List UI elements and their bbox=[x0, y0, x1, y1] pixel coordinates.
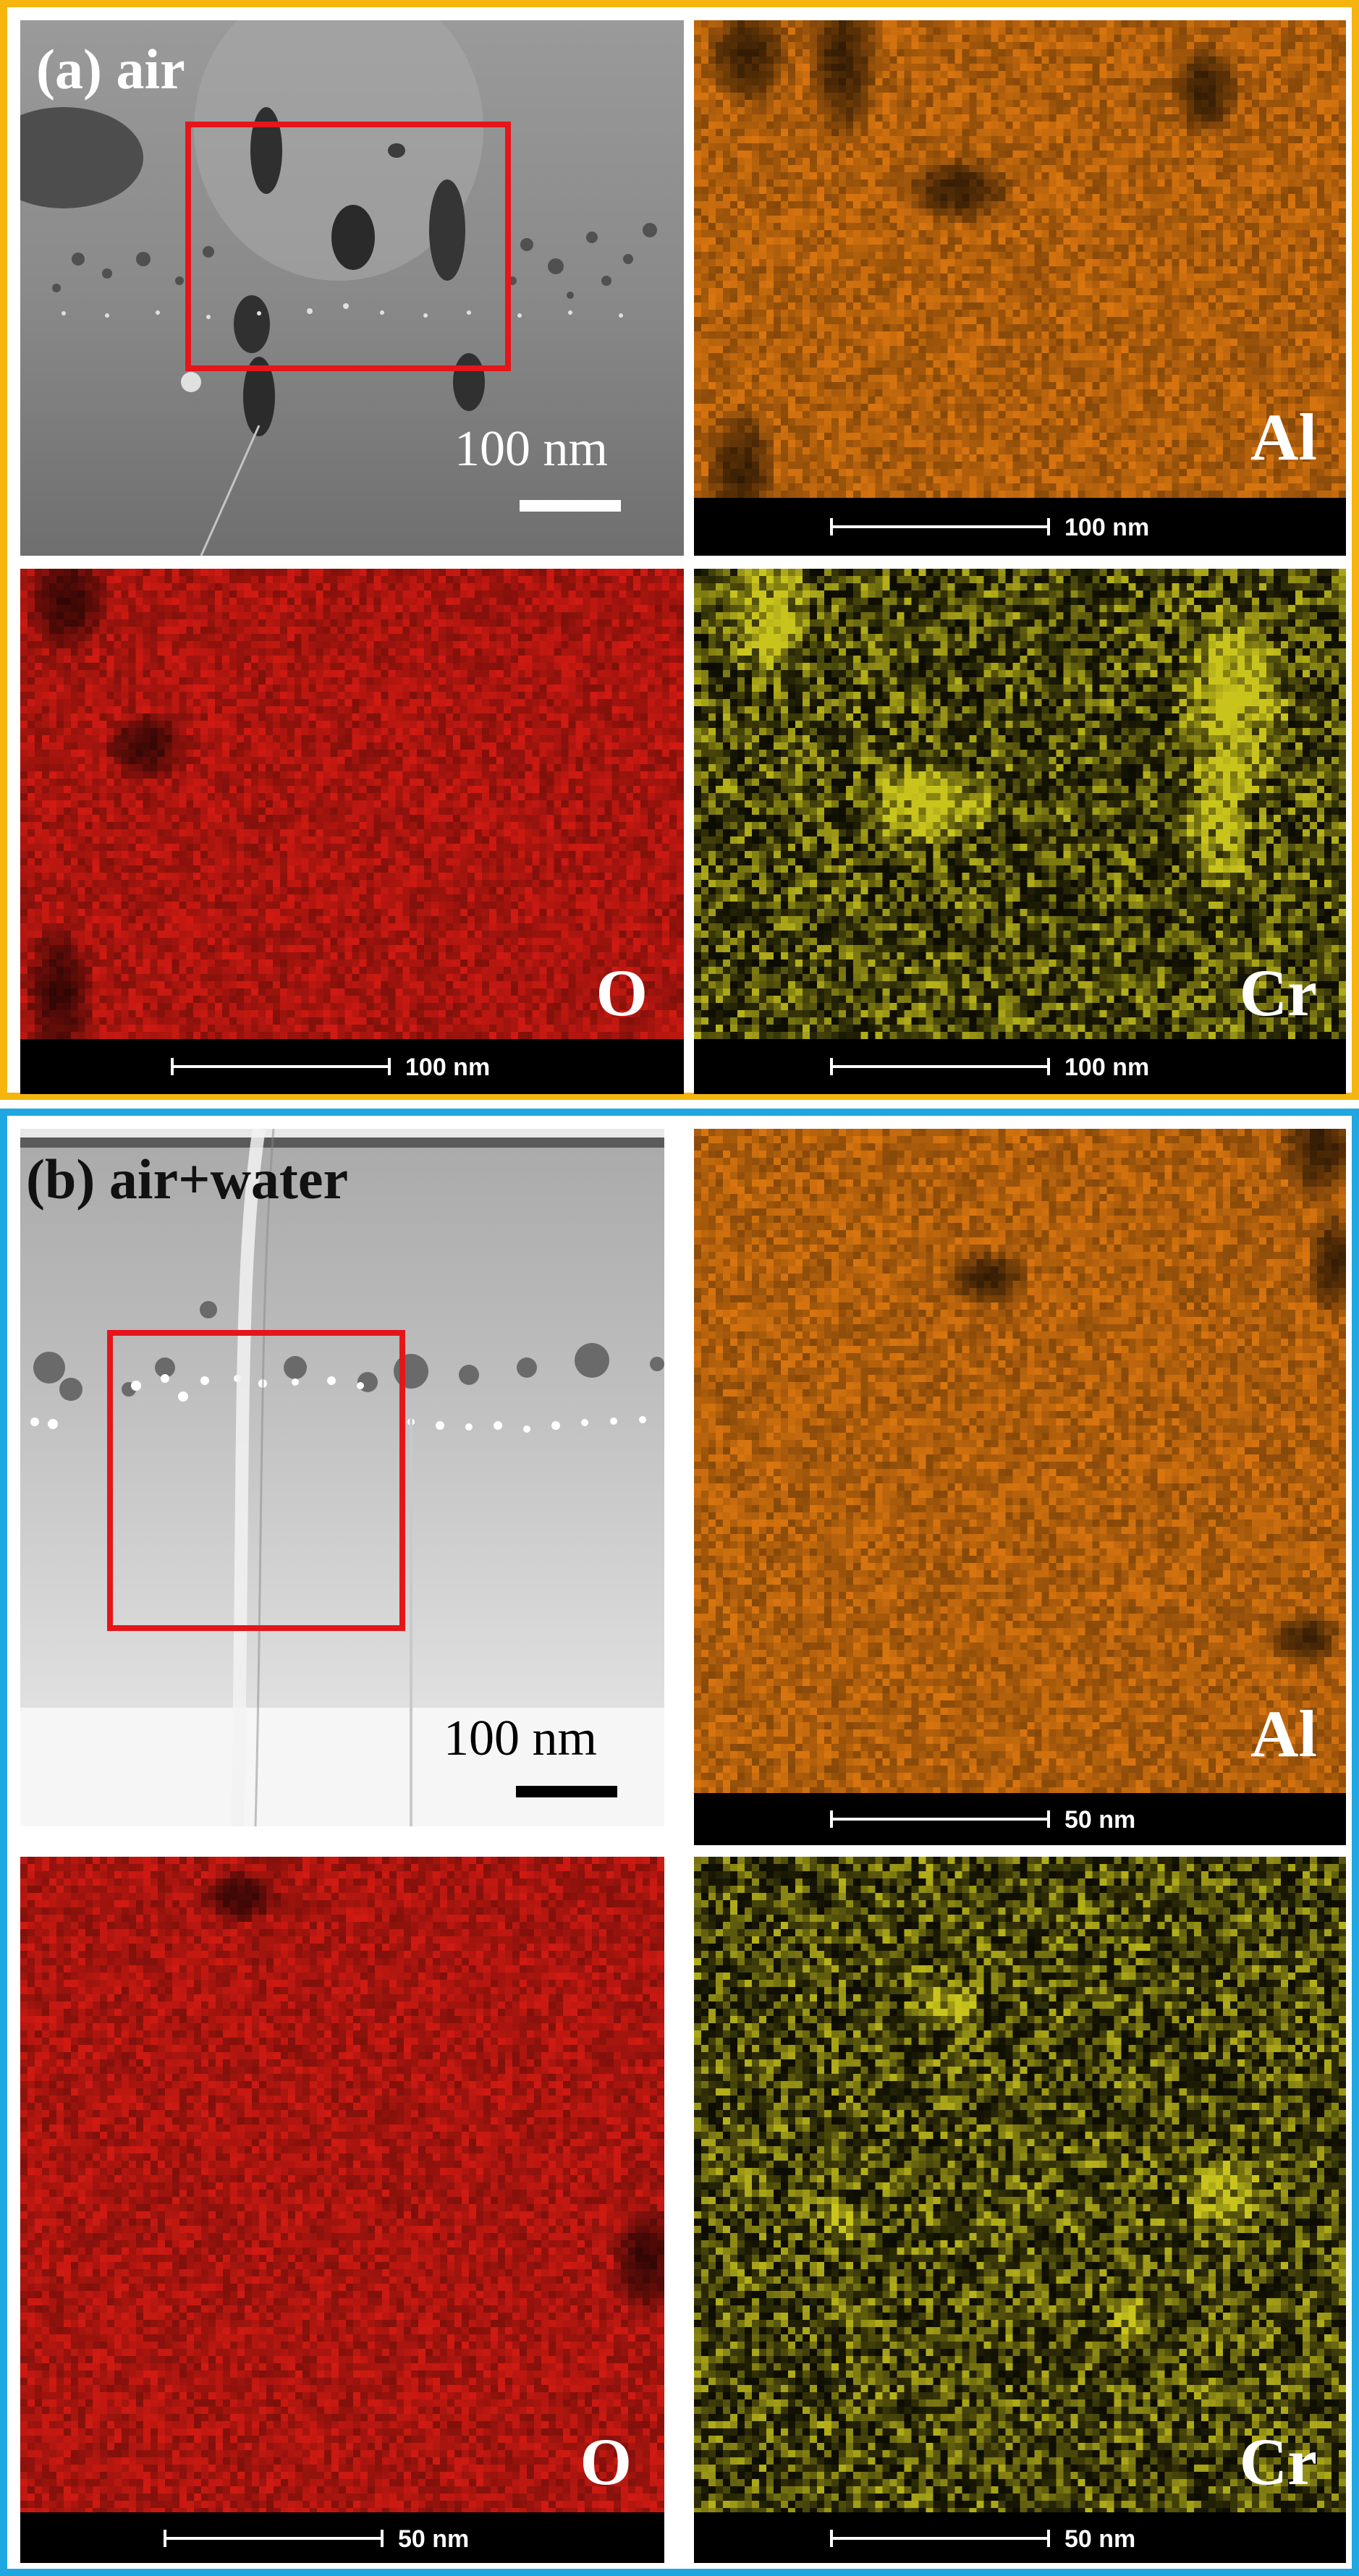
element-label-o-b: O bbox=[580, 2425, 632, 2499]
panel-a: 100 nm (a) air Al 100 nm O 100 nm Cr bbox=[0, 0, 1359, 1100]
scale-bar-o-b: 50 nm bbox=[20, 2512, 664, 2563]
map-al-a: Al 100 nm bbox=[694, 20, 1346, 556]
o-map-a-canvas bbox=[20, 569, 684, 1039]
scale-bar-o-a: 100 nm bbox=[20, 1039, 684, 1094]
panel-label-b: (b) air+water bbox=[26, 1148, 349, 1211]
scale-label-al-a: 100 nm bbox=[1064, 514, 1150, 541]
cr-map-a-canvas bbox=[694, 569, 1346, 1039]
sem-image-b-graphic bbox=[20, 1129, 664, 1826]
roi-box-a bbox=[185, 122, 511, 371]
map-cr-b: Cr 50 nm bbox=[694, 1857, 1346, 2563]
scale-label-o-a: 100 nm bbox=[405, 1054, 491, 1081]
map-al-b: Al 50 nm bbox=[694, 1129, 1346, 1845]
sem-scale-bar-a bbox=[520, 500, 621, 512]
element-label-al-a: Al bbox=[1250, 400, 1317, 474]
sem-image-b: 100 nm (b) air+water bbox=[20, 1129, 664, 1826]
map-o-b: O 50 nm bbox=[20, 1857, 664, 2563]
element-label-al-b: Al bbox=[1250, 1697, 1317, 1771]
cr-map-b-canvas bbox=[694, 1857, 1346, 2515]
element-label-cr-a: Cr bbox=[1239, 956, 1317, 1030]
scale-bar-al-b: 50 nm bbox=[694, 1793, 1346, 1845]
map-o-a: O 100 nm bbox=[20, 569, 684, 1094]
roi-box-b bbox=[107, 1330, 405, 1631]
scale-label-cr-a: 100 nm bbox=[1064, 1054, 1150, 1081]
scale-bar-cr-b: 50 nm bbox=[694, 2512, 1346, 2563]
sem-scale-bar-b bbox=[516, 1786, 617, 1797]
sem-scale-label-a: 100 nm bbox=[454, 421, 608, 477]
o-map-b-canvas bbox=[20, 1857, 664, 2515]
sem-scale-label-b: 100 nm bbox=[444, 1711, 597, 1766]
scale-label-o-b: 50 nm bbox=[398, 2525, 470, 2553]
panel-b: 100 nm (b) air+water Al 50 nm O 50 nm Cr bbox=[0, 1109, 1359, 2576]
sem-image-a-graphic bbox=[20, 20, 684, 556]
scale-label-al-b: 50 nm bbox=[1064, 1806, 1136, 1834]
element-label-cr-b: Cr bbox=[1239, 2425, 1317, 2499]
scale-bar-cr-a: 100 nm bbox=[694, 1039, 1346, 1094]
scale-bar-al-a: 100 nm bbox=[694, 498, 1346, 556]
al-map-a-canvas bbox=[694, 20, 1346, 498]
sem-image-a: 100 nm (a) air bbox=[20, 20, 684, 556]
panel-label-a: (a) air bbox=[36, 38, 185, 101]
map-cr-a: Cr 100 nm bbox=[694, 569, 1346, 1094]
al-map-b-canvas bbox=[694, 1129, 1346, 1795]
scale-label-cr-b: 50 nm bbox=[1064, 2525, 1136, 2553]
element-label-o-a: O bbox=[596, 956, 648, 1030]
